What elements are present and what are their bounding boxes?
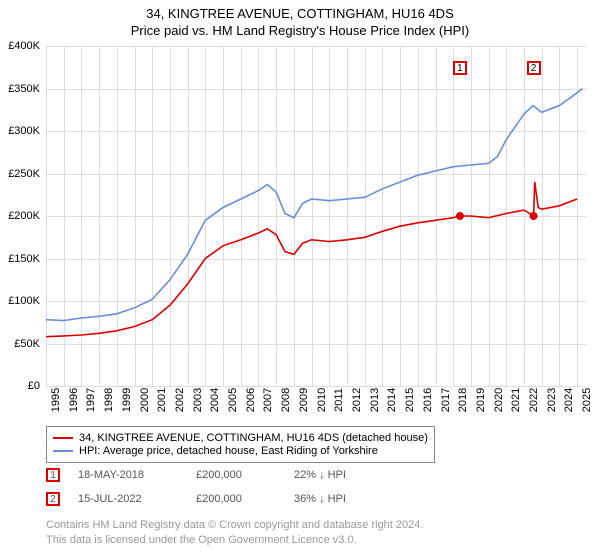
chart-plot-area: £0£50K£100K£150K£200K£250K£300K£350K£400… bbox=[46, 46, 586, 386]
x-axis-label: 2025 bbox=[577, 388, 593, 412]
legend-swatch bbox=[53, 450, 73, 452]
sale-date: 15-JUL-2022 bbox=[78, 493, 178, 505]
sale-marker: 2 bbox=[527, 61, 541, 75]
series-line bbox=[46, 182, 577, 337]
x-axis-label: 2018 bbox=[453, 388, 469, 412]
x-axis-label: 2021 bbox=[506, 388, 522, 412]
x-axis-label: 1998 bbox=[99, 388, 115, 412]
y-axis-label: £100K bbox=[8, 295, 46, 307]
x-axis-label: 2011 bbox=[329, 388, 345, 412]
x-axis-label: 2024 bbox=[559, 388, 575, 412]
x-axis-label: 2013 bbox=[365, 388, 381, 412]
legend-item: 34, KINGTREE AVENUE, COTTINGHAM, HU16 4D… bbox=[53, 432, 428, 444]
x-axis-label: 1997 bbox=[81, 388, 97, 412]
sale-date: 18-MAY-2018 bbox=[78, 469, 178, 481]
sale-delta: 22% ↓ HPI bbox=[294, 469, 346, 481]
y-axis-label: £300K bbox=[8, 125, 46, 137]
sale-point bbox=[530, 212, 538, 220]
footer-line-1: Contains HM Land Registry data © Crown c… bbox=[46, 518, 423, 533]
legend-label: HPI: Average price, detached house, East… bbox=[79, 445, 378, 457]
footer-attribution: Contains HM Land Registry data © Crown c… bbox=[46, 518, 423, 548]
sale-price: £200,000 bbox=[196, 493, 276, 505]
x-axis-label: 2012 bbox=[347, 388, 363, 412]
legend-label: 34, KINGTREE AVENUE, COTTINGHAM, HU16 4D… bbox=[79, 432, 428, 444]
y-axis-label: £350K bbox=[8, 83, 46, 95]
x-axis-label: 2002 bbox=[170, 388, 186, 412]
y-axis-label: £0 bbox=[28, 380, 46, 392]
x-axis-label: 2023 bbox=[542, 388, 558, 412]
series-line bbox=[46, 89, 583, 321]
page-subtitle: Price paid vs. HM Land Registry's House … bbox=[0, 23, 600, 38]
x-axis-label: 1996 bbox=[64, 388, 80, 412]
x-axis-label: 2019 bbox=[471, 388, 487, 412]
x-axis-label: 2010 bbox=[312, 388, 328, 412]
x-axis-label: 2009 bbox=[294, 388, 310, 412]
legend-swatch bbox=[53, 437, 73, 439]
x-axis-label: 2007 bbox=[258, 388, 274, 412]
x-axis-label: 2003 bbox=[188, 388, 204, 412]
x-axis-label: 2000 bbox=[135, 388, 151, 412]
x-axis-label: 2020 bbox=[489, 388, 505, 412]
x-axis-label: 2022 bbox=[524, 388, 540, 412]
x-axis-label: 1995 bbox=[46, 388, 62, 412]
sale-record-row: 2 15-JUL-2022 £200,000 36% ↓ HPI bbox=[46, 492, 346, 506]
y-axis-label: £250K bbox=[8, 168, 46, 180]
x-axis-label: 1999 bbox=[117, 388, 133, 412]
x-axis-label: 2017 bbox=[436, 388, 452, 412]
chart-svg bbox=[46, 46, 586, 386]
sale-delta: 36% ↓ HPI bbox=[294, 493, 346, 505]
y-axis-label: £50K bbox=[14, 338, 46, 350]
footer-line-2: This data is licensed under the Open Gov… bbox=[46, 533, 423, 548]
sale-price: £200,000 bbox=[196, 469, 276, 481]
x-axis-label: 2015 bbox=[400, 388, 416, 412]
sale-marker: 1 bbox=[46, 468, 60, 482]
y-axis-label: £400K bbox=[8, 40, 46, 52]
sale-marker: 1 bbox=[453, 61, 467, 75]
x-axis-label: 2014 bbox=[382, 388, 398, 412]
x-axis-label: 2008 bbox=[276, 388, 292, 412]
y-axis-label: £200K bbox=[8, 210, 46, 222]
sale-point bbox=[456, 212, 464, 220]
page-title: 34, KINGTREE AVENUE, COTTINGHAM, HU16 4D… bbox=[0, 6, 600, 21]
x-axis-label: 2004 bbox=[205, 388, 221, 412]
sale-marker: 2 bbox=[46, 492, 60, 506]
x-axis-label: 2001 bbox=[152, 388, 168, 412]
chart-legend: 34, KINGTREE AVENUE, COTTINGHAM, HU16 4D… bbox=[46, 426, 435, 463]
x-axis-label: 2005 bbox=[223, 388, 239, 412]
sale-record-row: 1 18-MAY-2018 £200,000 22% ↓ HPI bbox=[46, 468, 346, 482]
y-axis-label: £150K bbox=[8, 253, 46, 265]
x-axis-label: 2006 bbox=[241, 388, 257, 412]
legend-item: HPI: Average price, detached house, East… bbox=[53, 445, 428, 457]
x-axis-label: 2016 bbox=[418, 388, 434, 412]
